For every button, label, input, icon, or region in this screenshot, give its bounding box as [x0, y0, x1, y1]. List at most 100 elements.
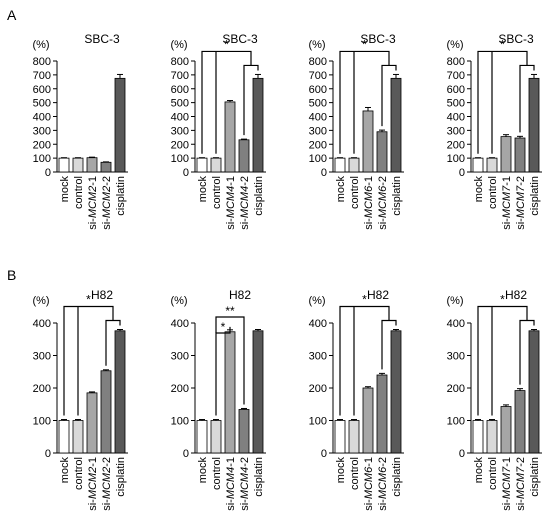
bar [514, 137, 526, 173]
bar [486, 157, 498, 173]
x-tick-label: si-MCM2-1 [87, 457, 99, 511]
x-tick-label: mock [59, 176, 71, 203]
x-tick-label-part: mock [335, 176, 347, 203]
x-tick-label: cisplatin [529, 176, 541, 216]
y-tick-label: 0 [321, 167, 327, 179]
x-tick-label-part: si- [501, 499, 513, 511]
y-unit-label: (%) [446, 295, 463, 307]
x-tick-label-part: si- [239, 218, 251, 230]
bar [114, 77, 126, 173]
y-tick-label: 0 [459, 167, 465, 179]
x-tick-label-part: mock [59, 176, 71, 203]
chart-title: H82 [91, 288, 113, 302]
significance-marker: * [362, 293, 367, 307]
x-tick-label-part: cisplatin [115, 457, 127, 497]
significance-bracket [215, 316, 245, 405]
x-tick-label: mock [59, 457, 71, 484]
x-tick-label: cisplatin [391, 457, 403, 497]
panel-label-b: B [7, 267, 16, 283]
bar [58, 157, 70, 173]
x-tick-label-part: mock [473, 457, 485, 484]
x-tick-label-part: control [349, 176, 361, 209]
x-tick-label: control [73, 457, 85, 490]
x-tick-label-part: mock [197, 457, 209, 484]
x-tick-label-part: cisplatin [253, 457, 265, 497]
x-tick-label: si-MCM7-2 [515, 176, 527, 230]
x-tick-label-part: MCM7 [515, 466, 527, 499]
significance-bracket [477, 305, 528, 416]
y-tick-label: 0 [459, 448, 465, 460]
x-tick-label-part: -1 [501, 457, 513, 467]
y-tick-label: 800 [447, 56, 465, 68]
x-tick-label-part: si- [515, 218, 527, 230]
x-tick-label: control [349, 457, 361, 490]
x-tick-label-part: -2 [515, 176, 527, 186]
x-tick-label-part: -1 [225, 176, 237, 186]
x-tick-label: control [73, 176, 85, 209]
y-tick-label: 700 [33, 70, 51, 82]
y-tick-label: 0 [45, 448, 51, 460]
chart-title: SBC-3 [498, 32, 534, 46]
bar [252, 77, 264, 173]
bar [376, 374, 388, 454]
x-tick-label: control [487, 457, 499, 490]
y-tick-label: 200 [447, 383, 465, 395]
bar [390, 330, 402, 454]
y-tick-label: 500 [447, 98, 465, 110]
x-tick-label-part: -2 [101, 176, 113, 186]
bar [376, 131, 388, 173]
bar [252, 330, 264, 454]
bar [58, 420, 70, 454]
y-tick-label: 200 [171, 383, 189, 395]
x-tick-label-part: -1 [501, 176, 513, 186]
y-tick-label: 400 [33, 318, 51, 330]
panel-label-a: A [7, 7, 17, 23]
y-unit-label: (%) [32, 39, 49, 51]
x-tick-label-part: mock [335, 457, 347, 484]
x-tick-label: si-MCM2-1 [87, 176, 99, 230]
x-tick-label-part: -1 [87, 176, 99, 186]
x-tick-label-part: -1 [363, 176, 375, 186]
bar [72, 157, 84, 173]
y-tick-label: 200 [447, 139, 465, 151]
x-tick-label: si-MCM4-1 [225, 457, 237, 511]
y-tick-label: 300 [171, 351, 189, 363]
y-tick-label: 100 [309, 416, 327, 428]
x-tick-label-part: MCM2 [87, 186, 99, 218]
x-tick-label: cisplatin [253, 176, 265, 216]
x-tick-label: si-MCM2-2 [101, 457, 113, 511]
bar [348, 157, 360, 173]
y-tick-label: 0 [183, 167, 189, 179]
y-tick-label: 400 [309, 318, 327, 330]
chart-title: H82 [505, 288, 527, 302]
y-tick-label: 400 [447, 112, 465, 124]
x-tick-label: mock [335, 457, 347, 484]
y-tick-label: 300 [309, 125, 327, 137]
bar [100, 370, 112, 454]
x-tick-label-part: si- [501, 218, 513, 230]
x-tick-label-part: -2 [515, 457, 527, 467]
y-tick-label: 700 [447, 70, 465, 82]
x-tick-label-part: -2 [377, 176, 389, 186]
chart-title: SBC-3 [84, 32, 120, 46]
y-tick-label: 300 [309, 351, 327, 363]
x-tick-label-part: cisplatin [391, 457, 403, 497]
x-tick-label-part: MCM4 [225, 467, 237, 499]
y-tick-label: 0 [183, 448, 189, 460]
x-tick-label: si-MCM6-2 [377, 457, 389, 511]
x-tick-label: control [349, 176, 361, 209]
x-tick-label: cisplatin [253, 457, 265, 497]
bar [196, 157, 208, 173]
significance-bracket [201, 50, 252, 154]
x-tick-label: si-MCM7-1 [501, 176, 513, 230]
bar [224, 101, 236, 173]
bar [210, 420, 222, 454]
x-tick-label-part: mock [59, 457, 71, 484]
bar [362, 110, 374, 173]
y-tick-label: 400 [33, 112, 51, 124]
x-tick-label: si-MCM6-2 [377, 176, 389, 230]
bar [238, 139, 250, 173]
